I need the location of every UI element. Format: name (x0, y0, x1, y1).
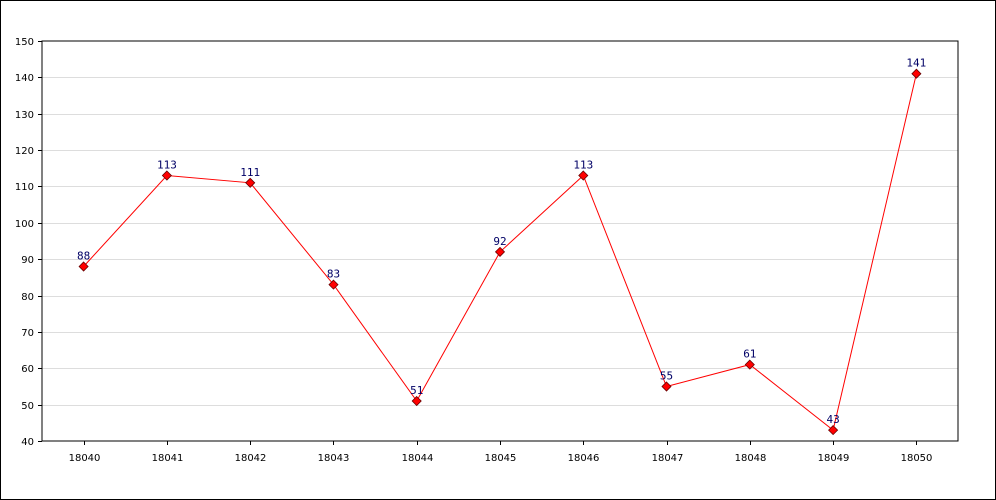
data-label: 61 (743, 348, 756, 361)
y-tick-label: 100 (15, 219, 34, 230)
y-tick-label: 120 (15, 146, 34, 157)
data-label: 111 (240, 166, 260, 179)
data-point-marker (161, 170, 172, 181)
data-point-marker (828, 425, 839, 436)
data-label: 43 (826, 413, 839, 426)
x-tick-label: 18042 (235, 453, 267, 464)
data-point-marker (494, 246, 506, 257)
data-point-marker (744, 359, 755, 370)
gridlines (42, 77, 958, 406)
y-tick-label: 60 (21, 364, 34, 375)
data-point-marker (328, 279, 339, 290)
x-tick-label: 18050 (901, 453, 933, 464)
x-tick-label: 18045 (485, 453, 517, 464)
y-tick-label: 150 (15, 37, 34, 48)
data-point-marker (911, 68, 922, 79)
data-label: 113 (157, 159, 177, 172)
data-label: 113 (573, 159, 593, 172)
y-tick-label: 140 (15, 73, 34, 84)
data-point-marker (661, 381, 672, 392)
y-tick-label: 40 (21, 437, 34, 448)
data-point-marker (411, 395, 422, 407)
x-tick-label: 18041 (152, 453, 184, 464)
y-tick-label: 110 (15, 182, 34, 193)
data-label: 88 (77, 249, 90, 262)
x-tick-label: 18043 (318, 453, 350, 464)
data-label: 83 (327, 268, 340, 281)
y-tick-label: 90 (21, 255, 34, 266)
y-axis: 40 50 60 70 80 90 100 110 120 130 140 150 (15, 37, 42, 448)
data-point-marker (245, 177, 256, 188)
x-tick-label: 18044 (402, 453, 434, 464)
x-axis: 18040 18041 18042 18043 18044 18045 18046 18047… (69, 441, 933, 464)
x-tick-label: 18046 (568, 453, 600, 464)
data-point-marker (78, 261, 89, 272)
x-tick-label: 18049 (818, 453, 850, 464)
y-tick-label: 130 (15, 110, 34, 121)
data-label: 92 (493, 235, 506, 248)
data-label: 51 (410, 384, 423, 397)
y-tick-label: 50 (21, 401, 34, 412)
data-label: 141 (906, 57, 926, 70)
data-series (78, 68, 922, 436)
x-tick-label: 18047 (652, 453, 684, 464)
y-tick-label: 70 (21, 328, 34, 339)
data-labels: 88 113 111 83 51 92 113 55 61 43 141 (77, 57, 926, 426)
x-tick-label: 18040 (69, 453, 101, 464)
y-tick-label: 80 (21, 292, 34, 303)
x-tick-label: 18048 (735, 453, 767, 464)
data-label: 55 (660, 369, 673, 382)
data-point-marker (578, 170, 589, 181)
